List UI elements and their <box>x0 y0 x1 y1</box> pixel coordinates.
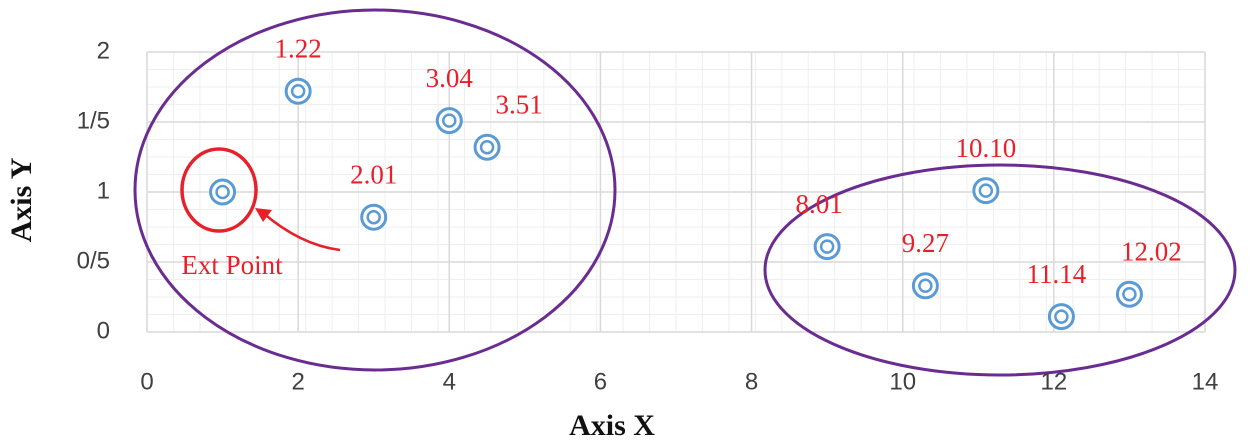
x-axis-title: Axis X <box>569 409 655 442</box>
highlight-circle <box>180 147 258 233</box>
x-tick-label: 10 <box>889 368 916 395</box>
point-inner <box>215 184 230 200</box>
point-label: 11.14 <box>1027 259 1087 289</box>
y-axis-title: Axis Y <box>5 157 38 242</box>
point-label: 3.04 <box>426 63 474 93</box>
point-outer <box>209 178 237 206</box>
annotation-arrow <box>261 211 341 252</box>
point-outer <box>473 133 501 161</box>
point-label: 12.02 <box>1121 236 1182 266</box>
x-tick-label: 4 <box>443 368 456 395</box>
x-tick-label: 2 <box>291 368 304 395</box>
point-outer <box>284 77 312 105</box>
point-outer <box>435 107 463 135</box>
cluster-ellipse <box>133 8 617 372</box>
point-label: 8.01 <box>796 189 843 219</box>
x-tick-label: 0 <box>140 368 153 395</box>
point-label: 9.27 <box>902 228 949 258</box>
x-tick-label: 12 <box>1041 368 1068 395</box>
point-inner <box>1054 309 1069 324</box>
point-label: 10.10 <box>955 133 1016 163</box>
y-tick-label: 0 <box>97 317 110 344</box>
point-label: 3.51 <box>495 89 542 119</box>
point-outer <box>911 272 939 300</box>
point-outer <box>1047 303 1075 331</box>
arrow-head <box>255 208 272 222</box>
y-tick-label: 1/5 <box>77 107 110 134</box>
annotation: Ext Point <box>181 250 283 280</box>
y-tick-label: 0/5 <box>77 247 110 274</box>
point-outer <box>360 203 388 231</box>
point-inner <box>366 209 381 225</box>
point-label: 2.01 <box>350 159 397 189</box>
cluster-ellipse <box>763 163 1237 377</box>
point-inner <box>479 139 495 155</box>
point-inner <box>819 239 835 254</box>
point-inner <box>918 278 933 294</box>
x-tick-label: 6 <box>594 368 607 395</box>
point-inner <box>442 113 457 128</box>
point-outer <box>972 177 1000 205</box>
point-label: 1.22 <box>275 33 322 63</box>
point-inner <box>290 83 306 99</box>
x-tick-label: 8 <box>745 368 758 395</box>
point-outer <box>813 233 841 261</box>
y-tick-label: 1 <box>97 177 110 204</box>
y-tick-label: 2 <box>97 37 110 64</box>
x-tick-label: 14 <box>1192 368 1219 395</box>
point-outer <box>1115 280 1143 308</box>
point-inner <box>1122 286 1137 302</box>
point-inner <box>978 183 994 198</box>
grid <box>146 51 1206 333</box>
